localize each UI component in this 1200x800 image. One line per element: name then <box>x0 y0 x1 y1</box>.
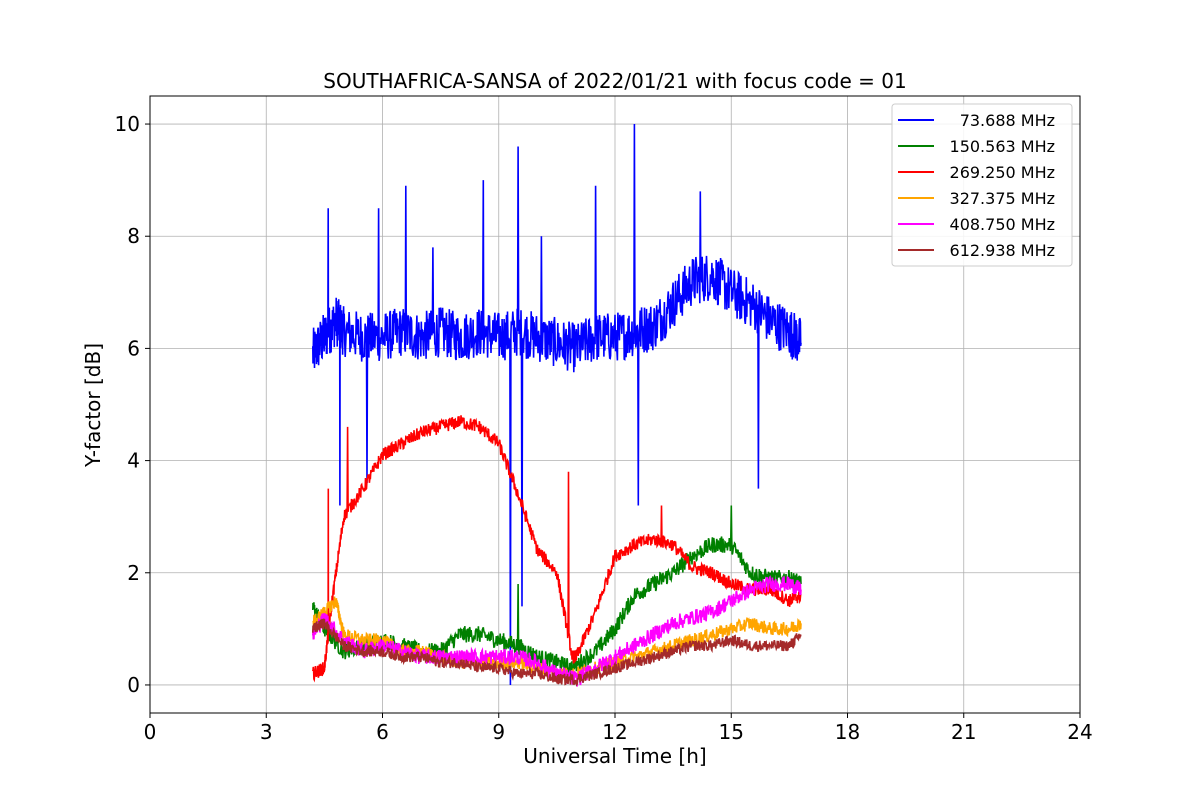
legend-label: 327.375 MHz <box>950 189 1055 208</box>
series-layer <box>312 123 802 687</box>
x-tick-label: 0 <box>144 720 157 744</box>
x-tick-label: 18 <box>835 720 860 744</box>
x-tick-label: 3 <box>260 720 273 744</box>
series-line-4 <box>312 575 802 687</box>
series-line-1 <box>312 505 802 676</box>
x-tick-label: 6 <box>376 720 389 744</box>
y-tick-label: 4 <box>127 449 140 473</box>
chart-title: SOUTHAFRICA-SANSA of 2022/01/21 with foc… <box>323 69 907 93</box>
series-line-0 <box>312 123 802 686</box>
y-tick-label: 0 <box>127 673 140 697</box>
x-tick-label: 9 <box>492 720 505 744</box>
series-line-5 <box>312 618 802 687</box>
x-axis-label: Universal Time [h] <box>523 744 706 768</box>
y-tick-label: 8 <box>127 224 140 248</box>
legend: 73.688 MHz 150.563 MHz 269.250 MHz 327.375 … <box>891 103 1073 267</box>
x-axis: 0 3 6 9 12 15 18 21 24 <box>144 713 1093 744</box>
legend-label: 150.563 MHz <box>950 137 1055 156</box>
series-line-2 <box>312 415 802 683</box>
x-tick-label: 21 <box>951 720 976 744</box>
y-axis: 0 2 4 6 8 10 <box>115 112 150 697</box>
legend-box <box>891 103 1073 267</box>
legend-label: 612.938 MHz <box>950 241 1055 260</box>
x-tick-label: 12 <box>602 720 627 744</box>
x-tick-label: 15 <box>719 720 744 744</box>
legend-label: 408.750 MHz <box>950 215 1055 234</box>
y-tick-label: 2 <box>127 561 140 585</box>
legend-label: 269.250 MHz <box>950 163 1055 182</box>
y-tick-label: 6 <box>127 336 140 360</box>
y-axis-label: Y-factor [dB] <box>81 343 105 468</box>
x-tick-label: 24 <box>1067 720 1092 744</box>
y-tick-label: 10 <box>115 112 140 136</box>
legend-label: 73.688 MHz <box>960 111 1055 130</box>
